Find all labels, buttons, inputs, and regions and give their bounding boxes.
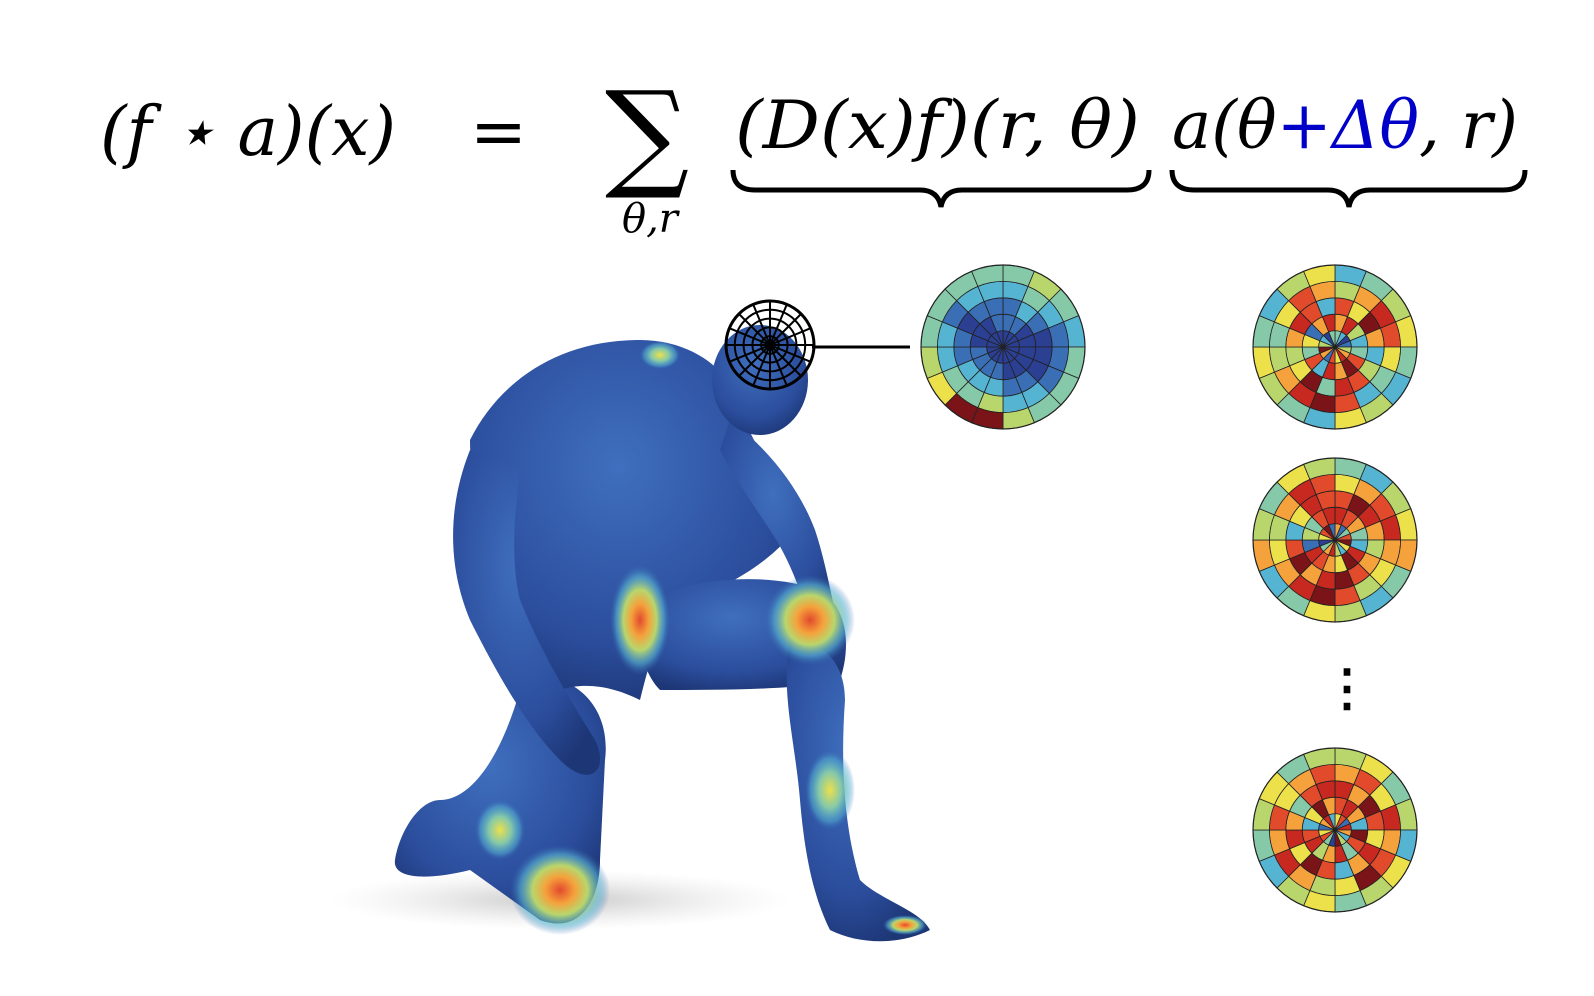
head-grid-spoke — [728, 327, 771, 346]
head-grid-spoke — [728, 344, 771, 363]
heat-knee-ground — [510, 845, 610, 935]
underbrace-descriptor — [730, 169, 1152, 208]
heat-calf — [475, 800, 525, 860]
ellipsis: ⋮ — [1322, 658, 1372, 717]
human-mesh-figure — [330, 299, 930, 942]
head-grid-spoke — [752, 344, 771, 387]
equation-equals: = — [470, 93, 527, 172]
kernel-prefix: a(θ — [1172, 87, 1277, 164]
kernel-plus: + — [1277, 87, 1332, 164]
heat-shin — [805, 750, 855, 830]
torso — [470, 340, 800, 700]
heat-foot — [883, 915, 927, 935]
left-arm — [453, 450, 601, 775]
head-grid-spoke — [752, 303, 771, 346]
patch-outline — [920, 264, 1086, 430]
front-shin — [786, 640, 930, 942]
head-grid-spoke — [769, 344, 788, 387]
equation-term-kernel: a(θ+Δθ, r) — [1172, 87, 1518, 164]
polar-grid-on-head — [726, 301, 814, 389]
descriptor-polar-patch — [920, 264, 1086, 430]
kernel-polar-patch — [1252, 747, 1418, 913]
underbrace-kernel — [1169, 169, 1528, 208]
heat-hip — [610, 565, 670, 675]
kernel-delta-theta: Δθ — [1329, 87, 1419, 164]
head-grid-spoke — [769, 344, 812, 363]
kernel-suffix: , r) — [1419, 87, 1518, 164]
heat-shoulder — [640, 341, 680, 369]
head-grid-spoke — [738, 344, 771, 377]
patch-outline — [1252, 457, 1418, 623]
equation: (f ⋆ a)(x) = ∑ θ,r (D(x)f)(r, θ) a(θ+Δθ,… — [100, 65, 1528, 242]
head-grid-spoke — [769, 327, 812, 346]
patch-outline — [1252, 747, 1418, 913]
head-grid-spoke — [738, 313, 771, 346]
head-grid-spoke — [769, 344, 802, 377]
head-grid-spoke — [769, 303, 788, 346]
patch-outline — [1252, 264, 1418, 430]
equation-term-descriptor: (D(x)f)(r, θ) — [735, 87, 1140, 164]
kernel-polar-patch — [1252, 264, 1418, 430]
sum-symbol: ∑ — [605, 65, 689, 203]
kernel-patches — [1252, 264, 1418, 913]
equation-lhs: (f ⋆ a)(x) — [100, 93, 396, 172]
head-grid-spoke — [769, 313, 802, 346]
kernel-polar-patch — [1252, 457, 1418, 623]
descriptor-patch — [920, 264, 1086, 430]
polar-grid-outline — [724, 299, 816, 391]
heat-front-knee — [765, 575, 855, 665]
sum-subscript: θ,r — [622, 196, 681, 242]
